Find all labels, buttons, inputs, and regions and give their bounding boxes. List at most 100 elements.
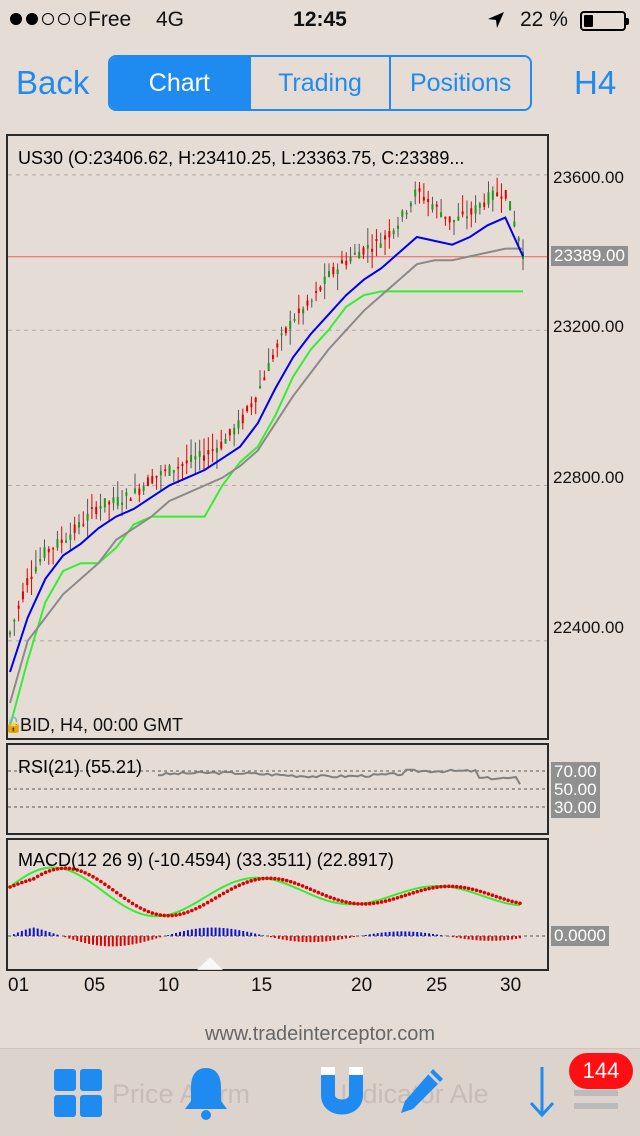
macd-signal-point (158, 913, 163, 917)
ohlc-label: US30 (O:23406.62, H:23410.25, L:23363.75… (18, 148, 465, 168)
macd-signal-point (399, 894, 404, 899)
rsi-chart (8, 768, 547, 808)
macd-panel[interactable]: MACD(12 26 9) (-10.4594) (33.3511) (22.8… (6, 838, 549, 971)
status-time: 12:45 (293, 8, 347, 31)
bid-label: BID, H4, 00:00 GMT (20, 715, 184, 735)
tab-positions[interactable]: Positions (409, 68, 512, 97)
macd-signal-point (312, 889, 317, 893)
ema-fast-line (9, 216, 524, 673)
macd-signal-point (31, 877, 36, 881)
network-type: 4G (156, 8, 185, 31)
price-level-label: 23200.00 (551, 317, 626, 337)
macd-signal-point (486, 892, 491, 896)
macd-signal-point (126, 899, 131, 903)
tab-trading[interactable]: Trading (251, 57, 392, 109)
tab-chart[interactable]: Chart (110, 57, 251, 109)
price-chart-panel[interactable]: US30 (O:23406.62, H:23410.25, L:23363.75… (4, 134, 549, 740)
grid-menu-button[interactable] (48, 1063, 108, 1123)
status-bar: Free 4G 12:45 22 % (0, 0, 640, 40)
signal-dot (42, 13, 54, 25)
website-link[interactable]: www.tradeinterceptor.com (204, 1023, 436, 1045)
indicator-alert-button[interactable] (392, 1063, 452, 1123)
x-tick-label: 15 (251, 975, 273, 996)
price-level-label: 22400.00 (551, 618, 626, 638)
back-button[interactable]: Back (16, 64, 90, 101)
carrier-name: Free (88, 8, 132, 31)
macd-signal-point (229, 887, 234, 891)
macd-signal-point (288, 879, 293, 884)
macd-signal-point (130, 901, 135, 906)
macd-signal-point (190, 908, 194, 913)
macd-signal-point (348, 901, 352, 905)
macd-signal-point (304, 885, 309, 890)
macd-signal-point (466, 886, 471, 891)
macd-signal-point (415, 889, 420, 894)
x-tick-label: 30 (500, 975, 522, 996)
price-alarm-button[interactable] (176, 1063, 236, 1123)
magnet-button[interactable] (312, 1063, 372, 1123)
signal-strength-icon (10, 13, 86, 25)
price-alarm-ghost-label: Price Alarm (112, 1079, 251, 1109)
macd-signal-point (27, 878, 32, 882)
rsi-level-label: 70.00 (551, 762, 600, 782)
macd-signal-point (280, 877, 285, 882)
macd-signal-point (435, 885, 439, 890)
macd-signal-point (71, 867, 76, 871)
macd-signal-point (332, 896, 336, 901)
macd-signal-point (261, 876, 265, 881)
macd-zero-label: 0.0000 (551, 926, 609, 946)
macd-signal-point (186, 910, 190, 914)
macd-signal-point (296, 882, 301, 887)
macd-signal-point (518, 901, 522, 906)
macd-signal-point (367, 901, 372, 906)
macd-signal-point (197, 905, 202, 909)
bottom-toolbar: Price Alarm Indicator Ale (0, 1048, 640, 1136)
signal-dot (74, 13, 86, 25)
scroll-handle[interactable] (197, 957, 223, 970)
scroll-down-button[interactable] (512, 1063, 572, 1123)
macd-signal-point (328, 895, 333, 900)
macd-signal-point (170, 913, 174, 918)
macd-signal-point (95, 877, 99, 881)
bell-icon (185, 1068, 227, 1120)
price-level-label: 23600.00 (551, 168, 626, 188)
grid-icon (54, 1069, 102, 1117)
x-axis: 01 05 10 15 20 25 30 (0, 975, 640, 1001)
macd-label: MACD(12 26 9) (-10.4594) (33.3511) (22.8… (18, 850, 394, 870)
macd-signal-point (257, 877, 261, 881)
macd-signal-point (205, 900, 210, 905)
macd-signal-point (194, 906, 198, 911)
macd-signal-point (162, 913, 166, 918)
macd-signal-point (443, 884, 447, 889)
signal-dot (10, 13, 22, 25)
macd-signal-point (178, 912, 182, 917)
macd-signal-point (510, 899, 514, 904)
price-chart[interactable] (8, 136, 547, 738)
macd-signal-point (344, 900, 348, 904)
notification-badge[interactable]: 144 (569, 1053, 633, 1089)
macd-signal-point (336, 898, 340, 902)
segmented-tabs: Chart Trading Positions (108, 55, 532, 111)
macd-signal-point (166, 913, 170, 918)
x-tick-label: 05 (84, 975, 106, 996)
macd-line (9, 866, 521, 918)
ema-slow-line (9, 247, 523, 704)
macd-signal-point (79, 869, 83, 874)
nav-bar: Back Chart Trading Positions H4 (0, 40, 640, 130)
rsi-panel[interactable]: RSI(21) (55.21) (6, 743, 549, 835)
macd-signal-point (51, 867, 56, 872)
macd-signal-point (182, 911, 186, 916)
x-tick-label: 01 (8, 975, 30, 996)
macd-signal-point (87, 872, 91, 877)
macd-signal-point (237, 883, 242, 888)
macd-signal-point (308, 887, 313, 891)
macd-signal-point (391, 897, 396, 901)
macd-signal-point (447, 884, 451, 889)
macd-signal-point (387, 898, 392, 902)
macd-signal-point (83, 870, 87, 875)
macd-signal-point (110, 887, 115, 892)
macd-signal-point (474, 888, 479, 893)
macd-signal-point (277, 877, 281, 881)
timeframe-button[interactable]: H4 (574, 64, 617, 101)
macd-signal-point (91, 874, 95, 879)
